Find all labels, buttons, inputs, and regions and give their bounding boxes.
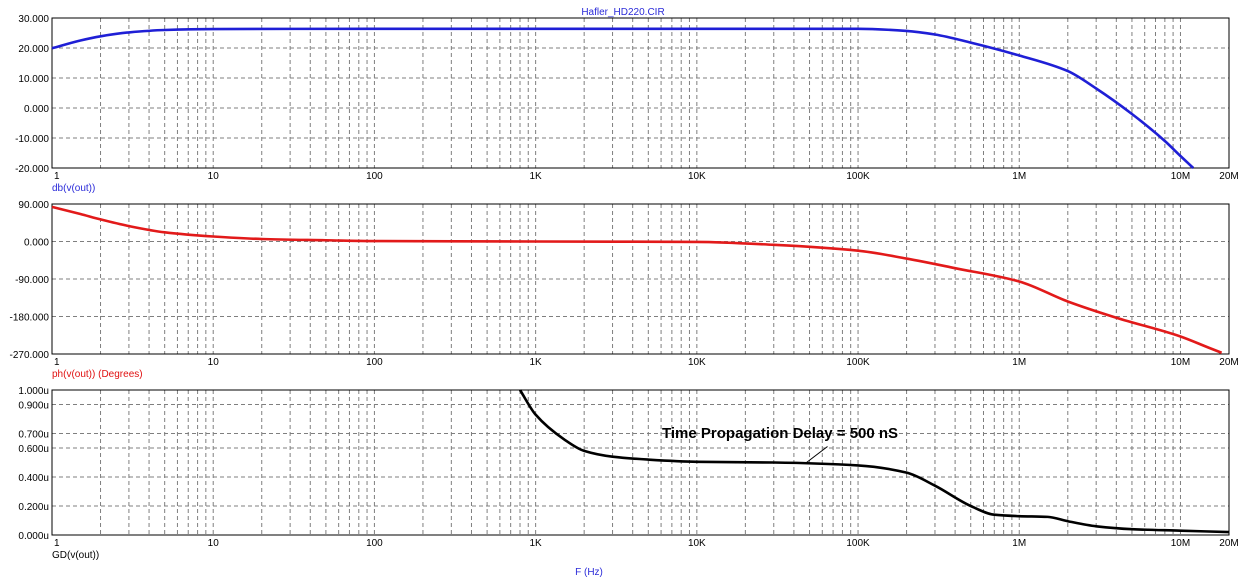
series-line xyxy=(518,389,1230,534)
x-tick-label: 1M xyxy=(1012,538,1026,549)
x-tick-label: 1K xyxy=(530,357,543,368)
x-tick-label: 1 xyxy=(54,357,60,368)
y-tick-label: 0.400u xyxy=(18,473,49,484)
panel-frame xyxy=(51,203,1230,355)
series-line xyxy=(51,205,1223,354)
y-tick-label: 0.000u xyxy=(18,531,49,542)
panel-frame xyxy=(51,389,1230,536)
x-tick-label: 1 xyxy=(54,538,60,549)
chart-title: Hafler_HD220.CIR xyxy=(581,7,664,18)
series-label: db(v(out)) xyxy=(52,183,95,194)
x-tick-label: 1K xyxy=(530,171,543,182)
x-tick-label: 1M xyxy=(1012,171,1026,182)
x-tick-label: 1M xyxy=(1012,357,1026,368)
x-tick-label: 10 xyxy=(208,357,220,368)
x-tick-label: 1 xyxy=(54,171,60,182)
y-tick-label: 0.700u xyxy=(18,430,49,441)
x-tick-label: 20M xyxy=(1219,171,1238,182)
x-tick-label: 10K xyxy=(688,538,706,549)
y-tick-label: 0.900u xyxy=(18,401,49,412)
y-tick-label: 10.000 xyxy=(18,74,49,85)
series-label: ph(v(out)) (Degrees) xyxy=(52,369,143,380)
x-tick-label: 1K xyxy=(530,538,543,549)
x-tick-label: 10K xyxy=(688,357,706,368)
x-tick-label: 10K xyxy=(688,171,706,182)
x-tick-label: 100K xyxy=(846,538,870,549)
y-tick-label: 0.000 xyxy=(24,104,49,115)
x-tick-label: 100 xyxy=(366,538,383,549)
y-tick-label: 30.000 xyxy=(18,14,49,25)
y-tick-label: 0.000 xyxy=(24,238,49,249)
x-tick-label: 100K xyxy=(846,171,870,182)
series-line xyxy=(51,27,1195,169)
x-tick-label: 100 xyxy=(366,171,383,182)
annotation-text: Time Propagation Delay = 500 nS xyxy=(662,425,898,442)
y-tick-label: 20.000 xyxy=(18,44,49,55)
x-tick-label: 10M xyxy=(1171,538,1190,549)
annotation-pointer xyxy=(806,446,828,463)
y-tick-label: 0.600u xyxy=(18,444,49,455)
y-tick-label: 90.000 xyxy=(18,200,49,211)
x-tick-label: 20M xyxy=(1219,538,1238,549)
x-axis-label: F (Hz) xyxy=(575,567,603,578)
y-tick-label: -180.000 xyxy=(10,313,50,324)
y-tick-label: -270.000 xyxy=(10,350,50,361)
y-tick-label: -90.000 xyxy=(15,275,49,286)
y-tick-label: 0.200u xyxy=(18,502,49,513)
x-tick-label: 100K xyxy=(846,357,870,368)
x-tick-label: 10M xyxy=(1171,357,1190,368)
y-tick-label: -10.000 xyxy=(15,134,49,145)
panel-frame xyxy=(51,17,1230,169)
x-tick-label: 10 xyxy=(208,171,220,182)
series-label: GD(v(out)) xyxy=(52,550,99,561)
y-tick-label: 1.000u xyxy=(18,386,49,397)
x-tick-label: 100 xyxy=(366,357,383,368)
x-tick-label: 10M xyxy=(1171,171,1190,182)
y-tick-label: -20.000 xyxy=(15,164,49,175)
x-tick-label: 10 xyxy=(208,538,220,549)
x-tick-label: 20M xyxy=(1219,357,1238,368)
